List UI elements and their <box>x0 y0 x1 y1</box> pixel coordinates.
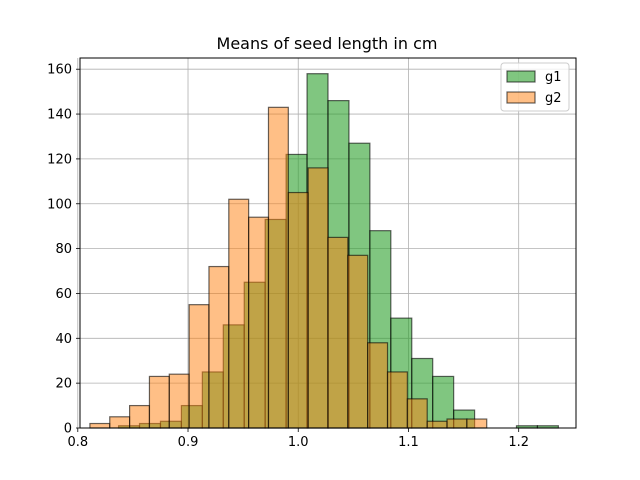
legend-swatch <box>506 91 536 104</box>
x-tick-label: 0.8 <box>67 435 88 450</box>
histogram-bar <box>208 265 230 429</box>
histogram-bar <box>148 375 170 429</box>
histogram-bar <box>367 342 389 429</box>
axis-ticks: 0.8 0.9 1.0 1.1 1.2 0 20 40 60 80 100 120 140 160 <box>47 63 529 450</box>
x-tick-label: 1.2 <box>508 435 529 450</box>
histogram-bar <box>89 422 111 429</box>
chart-title: Means of seed length in cm <box>217 34 438 53</box>
x-tick-label: 0.9 <box>178 435 199 450</box>
histogram-bar <box>307 167 329 429</box>
histogram-bar <box>109 416 131 429</box>
y-tick-label: 80 <box>55 242 72 257</box>
series-g2 <box>89 106 488 429</box>
histogram-bar <box>248 216 270 429</box>
histogram-bar <box>287 191 309 429</box>
legend-label: g1 <box>545 70 562 85</box>
y-tick-label: 40 <box>55 332 72 347</box>
histogram-bar <box>446 418 468 429</box>
histogram-bar <box>386 371 408 429</box>
histogram-bar <box>406 398 428 429</box>
y-tick-label: 140 <box>47 108 72 123</box>
y-tick-label: 60 <box>55 287 72 302</box>
y-tick-label: 20 <box>55 377 72 392</box>
y-tick-label: 0 <box>64 422 72 437</box>
histogram-bar <box>267 106 289 429</box>
histogram-bar <box>466 418 488 429</box>
histogram-bar <box>168 373 190 429</box>
x-tick-label: 1.1 <box>398 435 419 450</box>
bars <box>89 73 559 429</box>
histogram-bar <box>129 404 151 429</box>
histogram-bar <box>228 198 250 429</box>
y-tick-label: 160 <box>47 63 72 78</box>
x-tick-label: 1.0 <box>288 435 309 450</box>
y-tick-label: 120 <box>47 152 72 167</box>
histogram-bar <box>327 236 349 429</box>
y-tick-label: 100 <box>47 197 72 212</box>
legend-label: g2 <box>545 91 562 106</box>
axes-frame <box>79 57 577 429</box>
histogram-bar <box>347 254 369 429</box>
legend-swatch <box>506 70 536 83</box>
histogram-bar <box>188 304 210 429</box>
histogram-bar <box>426 420 448 429</box>
